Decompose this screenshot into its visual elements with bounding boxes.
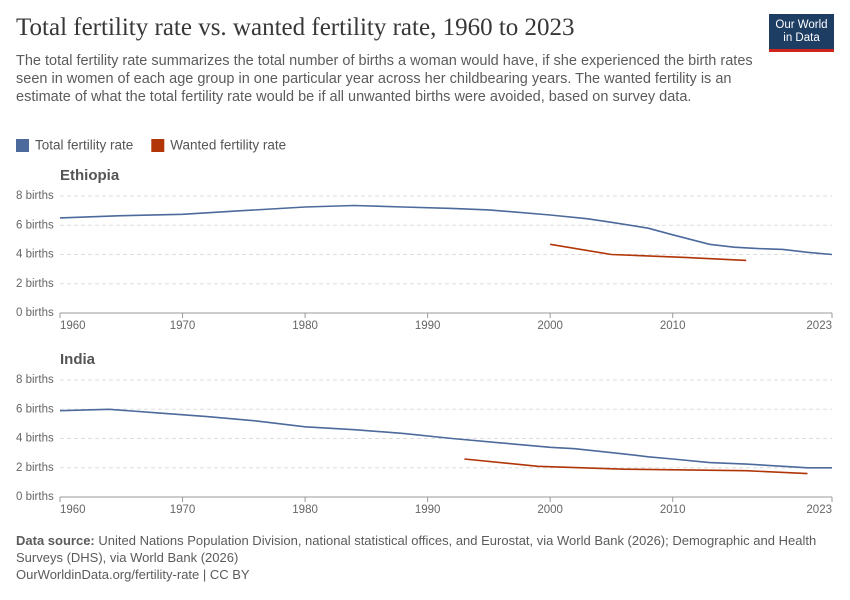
x-tick-label: 2000 (537, 504, 563, 516)
y-tick-label: 2 births (16, 462, 54, 474)
source-label: Data source: (16, 533, 95, 548)
x-tick-label: 1980 (292, 504, 318, 516)
y-tick-label: 4 births (16, 433, 54, 445)
source: United Nations Population Division, nati… (16, 533, 817, 565)
x-tick-label: 1980 (292, 320, 318, 332)
subtitle: The total fertility rate summarizes the … (16, 53, 753, 105)
legend-swatch (151, 139, 165, 152)
logo-line: in Data (783, 32, 820, 44)
x-tick-label: 1960 (60, 504, 86, 516)
series-line (550, 243, 747, 262)
x-tick-label: 2023 (806, 504, 832, 516)
y-tick-label: 8 births (16, 190, 54, 202)
x-tick-label: 1970 (170, 320, 196, 332)
series-line (59, 204, 833, 256)
title: Total fertility rate vs. wanted fertilit… (16, 14, 575, 41)
x-tick-label: 1960 (60, 320, 86, 332)
y-tick-label: 0 births (16, 491, 54, 503)
panel-title: Ethiopia (60, 167, 120, 184)
panel-title: India (60, 351, 96, 368)
x-tick-label: 1970 (170, 504, 196, 516)
legend-label: Wanted fertility rate (170, 138, 286, 153)
y-tick-label: 0 births (16, 307, 54, 319)
x-tick-label: 2000 (537, 320, 563, 332)
footer: Data source: United Nations Population D… (16, 532, 826, 583)
logo-line: Our World (775, 19, 828, 31)
legend-swatch (16, 139, 29, 152)
y-tick-label: 4 births (16, 249, 54, 261)
series-line (59, 408, 832, 469)
x-tick-label: 1990 (415, 504, 441, 516)
x-tick-label: 2010 (660, 320, 686, 332)
y-tick-label: 6 births (16, 219, 54, 231)
series-line (464, 458, 808, 475)
url: OurWorldinData.org/fertility-rate | CC B… (16, 567, 250, 582)
legend-label: Total fertility rate (35, 138, 133, 153)
logo[interactable]: Our World in Data (769, 14, 834, 52)
x-tick-label: 2023 (806, 320, 832, 332)
y-tick-label: 6 births (16, 403, 54, 415)
x-tick-label: 2010 (660, 504, 686, 516)
y-tick-label: 8 births (16, 374, 54, 386)
y-tick-label: 2 births (16, 278, 54, 290)
x-tick-label: 1990 (415, 320, 441, 332)
